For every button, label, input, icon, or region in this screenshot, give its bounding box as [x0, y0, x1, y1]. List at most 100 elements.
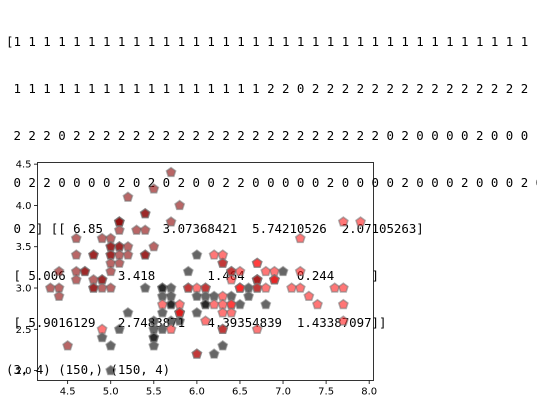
scatter-point: [337, 298, 349, 310]
scatter-point: [199, 315, 212, 326]
scatter-point: [329, 282, 341, 293]
x-tick-label: 5.5: [146, 387, 162, 398]
scatter-point: [355, 216, 367, 227]
scatter-point: [234, 282, 246, 293]
scatter-point: [217, 249, 229, 260]
scatter-point: [234, 265, 246, 277]
scatter-point: [217, 323, 229, 334]
x-tick-label: 7.5: [318, 387, 334, 398]
scatter-point: [174, 315, 186, 326]
scatter-point: [148, 323, 160, 334]
scatter-point: [208, 348, 220, 359]
scatter-point: [251, 323, 263, 334]
scatter-point: [311, 298, 324, 310]
scatter-point: [225, 273, 237, 285]
scatter-point: [156, 298, 168, 310]
scatter-point: [131, 224, 143, 235]
y-axis: 2.0 2.5 3.0 3.5 4.0 4.5: [16, 160, 38, 377]
scatter-point: [191, 348, 203, 359]
scatter-point: [87, 249, 100, 260]
scatter-point: [174, 199, 186, 211]
y-tick-label: 2.0: [16, 366, 32, 377]
scatter-point: [53, 265, 65, 277]
scatter-point: [96, 282, 108, 293]
scatter-point: [156, 307, 168, 318]
scatter-point: [294, 232, 306, 244]
scatter-point: [191, 307, 203, 318]
scatter-point: [139, 207, 151, 219]
scatter-point: [113, 249, 125, 260]
scatter-point: [217, 307, 229, 318]
scatter-point: [87, 282, 100, 293]
scatter-point: [260, 282, 272, 293]
scatter-point: [44, 282, 56, 293]
scatter-point: [225, 298, 237, 310]
scatter-point: [96, 323, 108, 334]
scatter-point: [105, 364, 117, 376]
scatter-point: [234, 298, 246, 310]
console-line: 2 2 2 0 2 2 2 2 2 2 2 2 2 2 2 2 2 2 2 2 …: [6, 127, 529, 143]
console-line: (3, 4) (150,) (150, 4): [6, 361, 171, 377]
scatter-point: [139, 224, 151, 235]
y-tick-label: 3.0: [16, 284, 32, 295]
x-tick-label: 4.5: [60, 387, 76, 398]
scatter-point: [96, 331, 108, 343]
scatter-point: [208, 249, 220, 260]
scatter-point: [122, 191, 134, 202]
scatter-point: [208, 298, 220, 310]
scatter-point: [294, 282, 306, 293]
scatter-point: [113, 323, 125, 334]
scatter-point: [70, 265, 82, 277]
scatter-point: [217, 298, 229, 310]
scatter-point: [260, 298, 272, 310]
scatter-point: [113, 216, 125, 227]
scatter-point: [199, 282, 212, 293]
x-tick-label: 6.5: [232, 387, 248, 398]
x-tick-label: 7.0: [275, 387, 291, 398]
scatter-point: [148, 340, 160, 351]
scatter-point: [105, 282, 117, 293]
scatter-point: [199, 298, 212, 310]
scatter-point: [70, 232, 82, 244]
scatter-point: [191, 282, 203, 293]
scatter-point: [217, 340, 229, 351]
scatter-point: [225, 307, 237, 318]
scatter-point: [122, 249, 134, 260]
scatter-point: [139, 249, 151, 260]
x-tick-label: 6.0: [189, 387, 205, 398]
scatter-point: [286, 282, 298, 293]
scatter-point: [62, 340, 74, 351]
scatter-point: [182, 282, 194, 293]
scatter-point: [337, 216, 349, 227]
scatter-point: [337, 315, 349, 326]
scatter-point: [96, 273, 108, 285]
scatter-point: [105, 265, 117, 277]
y-tick-label: 3.5: [16, 242, 32, 253]
scatter-point: [148, 183, 160, 194]
scatter-point: [251, 282, 263, 293]
scatter-point: [191, 249, 203, 260]
x-tick-label: 8.0: [361, 387, 377, 398]
scatter-point: [148, 315, 160, 326]
scatter-point: [53, 282, 65, 293]
scatter-point: [337, 282, 349, 293]
scatter-point: [139, 282, 151, 293]
scatter-plot: 4.5 5.0 5.5 6.0 6.5 7.0 7.5 8.0 2.0 2.5 3.0 3.5 4.0…: [16, 160, 378, 398]
y-tick-label: 4.0: [16, 201, 32, 212]
scatter-point: [70, 273, 82, 285]
scatter-point: [191, 290, 203, 301]
scatter-point: [105, 340, 117, 351]
scatter-point: [79, 265, 91, 277]
scatter-point: [294, 265, 306, 277]
scatter-point: [148, 240, 160, 252]
scatter-point: [277, 265, 289, 277]
x-axis: 4.5 5.0 5.5 6.0 6.5 7.0 7.5 8.0: [60, 380, 377, 398]
console-line: 0 2 2 0 0 0 0 2 0 2 0 2 0 0 2 2 0 0 0 0 …: [6, 174, 537, 190]
scatter-point: [70, 249, 82, 260]
scatter-point: [165, 323, 177, 334]
points-layer: [44, 166, 367, 376]
scatter-point: [260, 265, 272, 277]
y-tick-label: 4.5: [16, 160, 32, 171]
scatter-point: [156, 282, 168, 293]
scatter-point: [113, 224, 125, 235]
